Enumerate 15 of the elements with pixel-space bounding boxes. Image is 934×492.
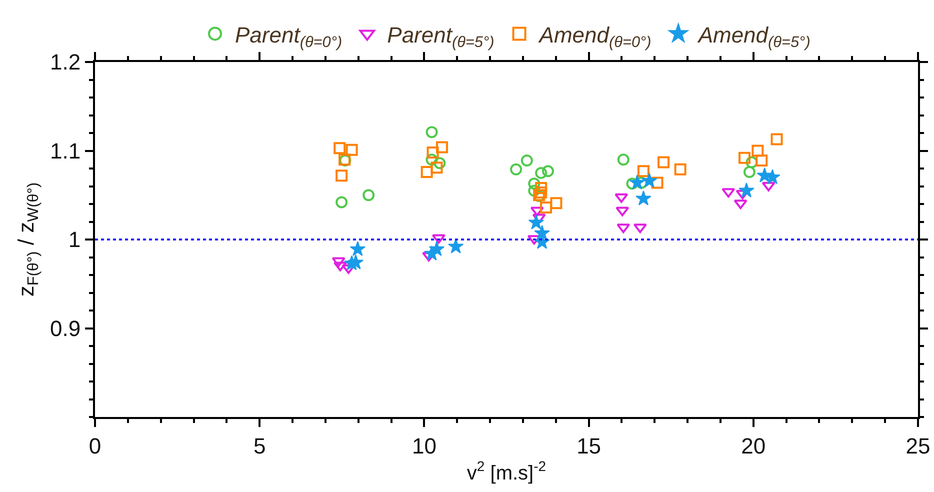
y-tick-label: 1.2: [50, 50, 81, 75]
x-tick-label: 10: [412, 433, 436, 458]
legend-label: Amend$_{(θ=0°)}$: [537, 22, 652, 51]
x-tick-label: 20: [741, 433, 766, 458]
legend-label: Parent$_{(θ=0°)}$: [235, 22, 342, 51]
legend-label: Parent$_{(θ=5°)}$: [387, 22, 494, 51]
y-tick-label: 1.1: [50, 138, 81, 164]
x-tick-label: 5: [253, 433, 266, 458]
x-tick-label: 15: [576, 433, 602, 458]
x-axis-title: v$^{2}$ [m.s]$^{-2}$: [466, 458, 546, 484]
y-tick-label: 0.9: [50, 316, 81, 341]
legend-label: Amend$_{(θ=5°)}$: [696, 22, 810, 51]
y-tick-label: 1: [68, 227, 81, 252]
x-tick-label: 0: [88, 433, 102, 458]
x-tick-label: 25: [906, 433, 930, 458]
